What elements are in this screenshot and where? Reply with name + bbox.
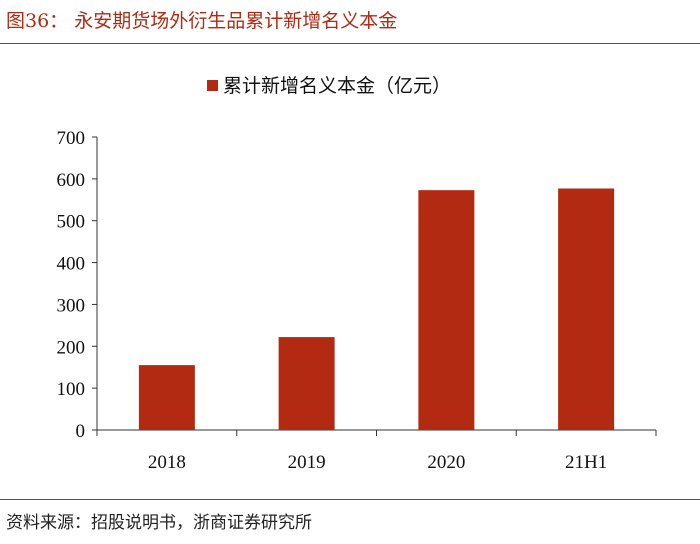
y-tick-label: 600 bbox=[57, 170, 86, 191]
bar-2018 bbox=[138, 365, 195, 430]
legend-swatch bbox=[207, 80, 218, 91]
y-tick-label: 100 bbox=[57, 379, 86, 400]
x-tick-label: 2019 bbox=[288, 452, 326, 473]
bar-21H1 bbox=[558, 188, 615, 430]
y-tick-label: 300 bbox=[57, 295, 86, 316]
bars bbox=[138, 188, 615, 430]
bar-chart: 累计新增名义本金（亿元） 0 100 200 300 400 500 600 700 2018… bbox=[57, 75, 657, 473]
x-axis: 2018 2019 2020 21H1 bbox=[96, 429, 657, 473]
legend-label: 累计新增名义本金（亿元） bbox=[223, 75, 451, 97]
source-note: 资料来源：招股说明书，浙商证券研究所 bbox=[6, 513, 312, 533]
y-tick-label: 400 bbox=[57, 254, 86, 275]
x-tick-label: 2020 bbox=[427, 452, 465, 473]
source-divider bbox=[0, 499, 700, 500]
y-tick-label: 500 bbox=[57, 212, 86, 233]
y-axis: 0 100 200 300 400 500 600 700 bbox=[57, 128, 98, 442]
figure-title: 图36： 永安期货场外衍生品累计新增名义本金 bbox=[6, 10, 398, 32]
y-tick-label: 200 bbox=[57, 337, 86, 358]
bar-2020 bbox=[418, 190, 475, 430]
bar-2019 bbox=[278, 337, 335, 430]
title-divider bbox=[0, 43, 700, 44]
x-tick-label: 21H1 bbox=[565, 452, 607, 473]
x-tick-label: 2018 bbox=[148, 452, 186, 473]
y-tick-label: 700 bbox=[57, 128, 86, 149]
y-tick-label: 0 bbox=[76, 421, 86, 442]
chart-legend: 累计新增名义本金（亿元） bbox=[207, 75, 451, 97]
